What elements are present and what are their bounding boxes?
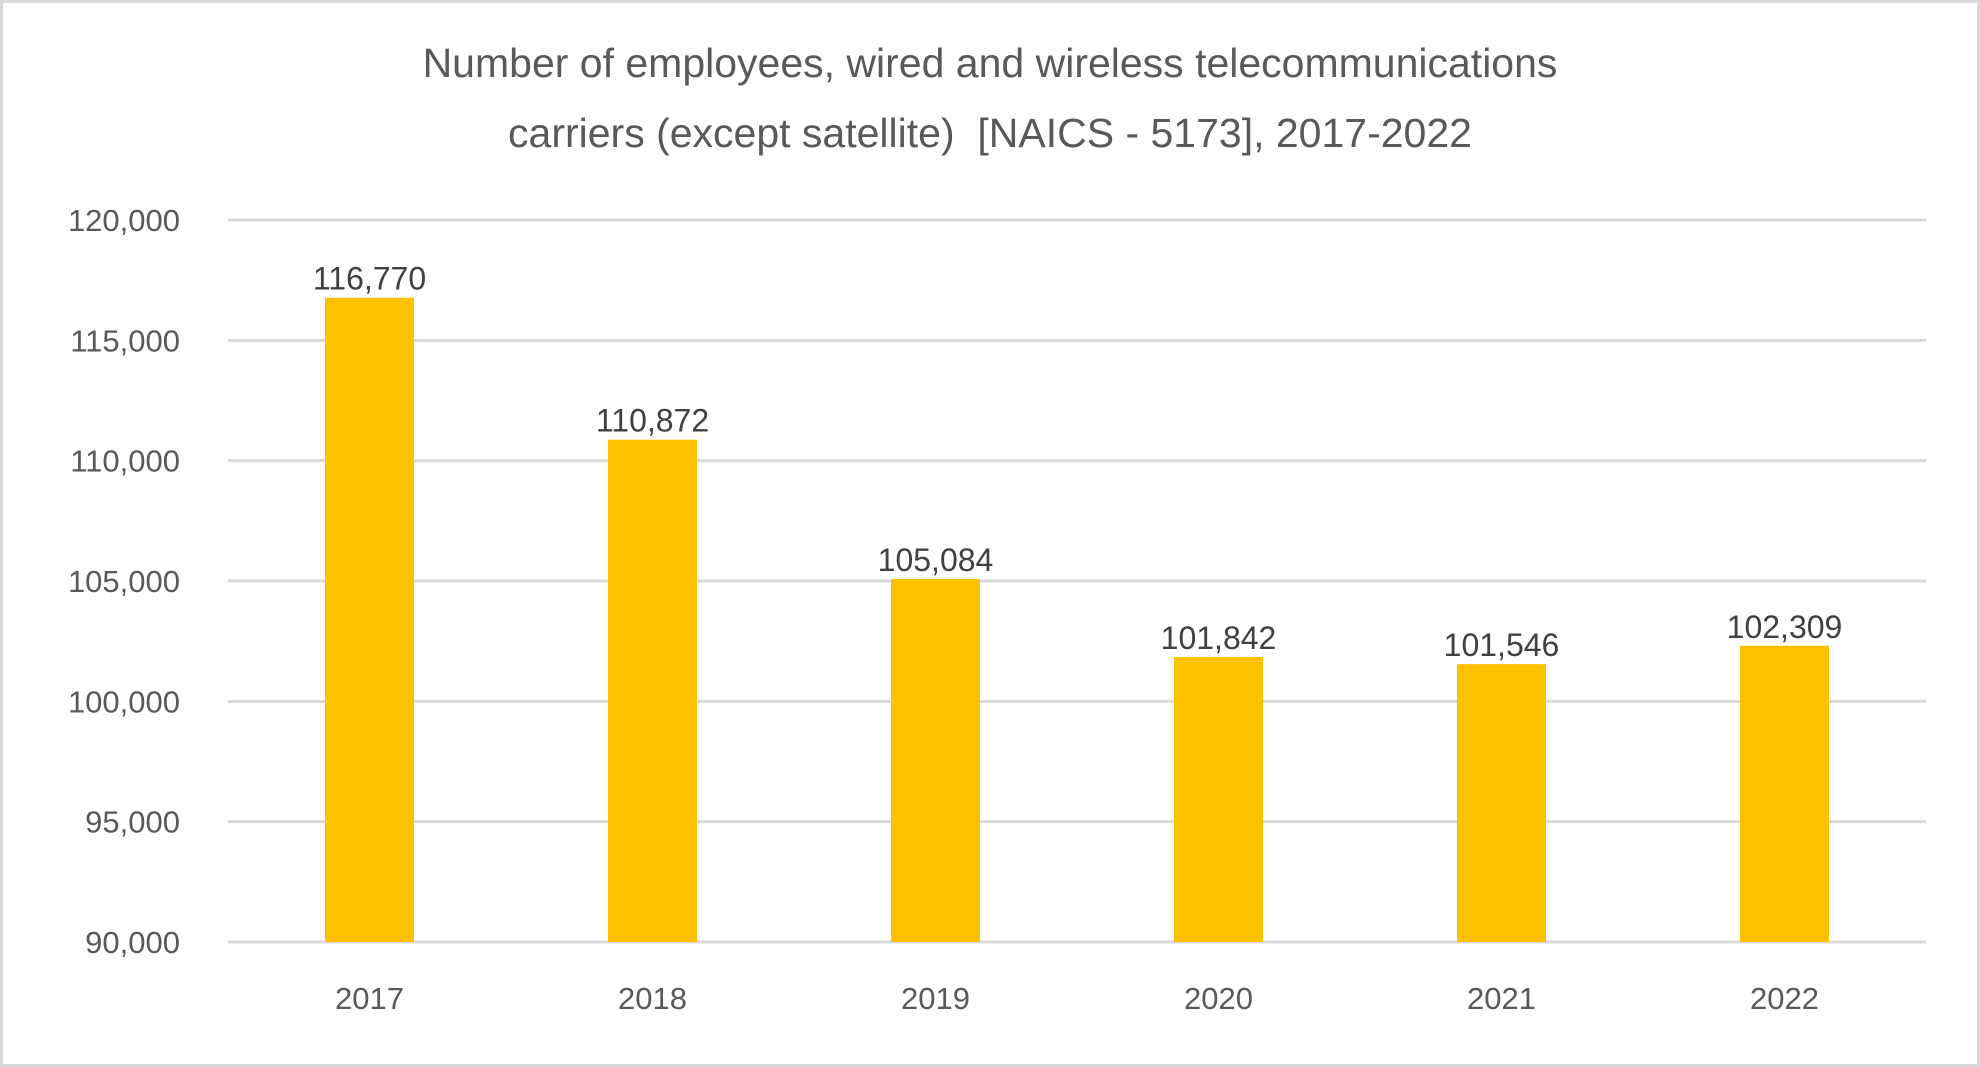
- y-axis-ticks: 90,000 95,000 100,000 105,000 110,000 115,000…: [68, 203, 180, 960]
- y-tick-label: 120,000: [68, 203, 180, 238]
- y-tick-label: 100,000: [68, 684, 180, 719]
- x-tick-label: 2020: [1184, 981, 1253, 1016]
- data-label-2017: 116,770: [313, 261, 426, 297]
- bar-2017: [325, 297, 414, 942]
- y-tick-label: 95,000: [85, 805, 180, 840]
- data-label-2022: 102,309: [1727, 609, 1843, 645]
- y-tick-label: 105,000: [68, 564, 180, 599]
- y-tick-label: 110,000: [70, 444, 180, 479]
- chart-title: Number of employees, wired and wireless …: [0, 28, 1980, 168]
- bars: [325, 297, 1829, 942]
- chart-title-line-2: carriers (except satellite) [NAICS - 517…: [508, 110, 1472, 156]
- x-axis-ticks: 2017 2018 2019 2020 2021 2022: [335, 981, 1819, 1016]
- bar-2019: [891, 578, 980, 942]
- x-tick-label: 2017: [335, 981, 404, 1016]
- x-tick-label: 2019: [901, 981, 970, 1016]
- data-label-2021: 101,546: [1444, 627, 1560, 663]
- x-tick-label: 2018: [618, 981, 687, 1016]
- x-tick-label: 2022: [1750, 981, 1819, 1016]
- y-tick-label: 115,000: [70, 323, 180, 358]
- data-label-2018: 110,872: [596, 403, 709, 439]
- bar-2018: [608, 439, 697, 942]
- gridlines: [228, 218, 1926, 944]
- data-label-2020: 101,842: [1161, 620, 1277, 656]
- bar-2021: [1457, 664, 1546, 942]
- y-tick-label: 90,000: [85, 925, 180, 960]
- data-labels: 116,770 110,872 105,084 101,842 101,546 102,3…: [313, 261, 1842, 663]
- data-label-2019: 105,084: [878, 542, 994, 578]
- chart-title-line-1: Number of employees, wired and wireless …: [422, 40, 1558, 86]
- bar-2020: [1174, 657, 1263, 942]
- bar-2022: [1740, 645, 1829, 942]
- x-tick-label: 2021: [1467, 981, 1536, 1016]
